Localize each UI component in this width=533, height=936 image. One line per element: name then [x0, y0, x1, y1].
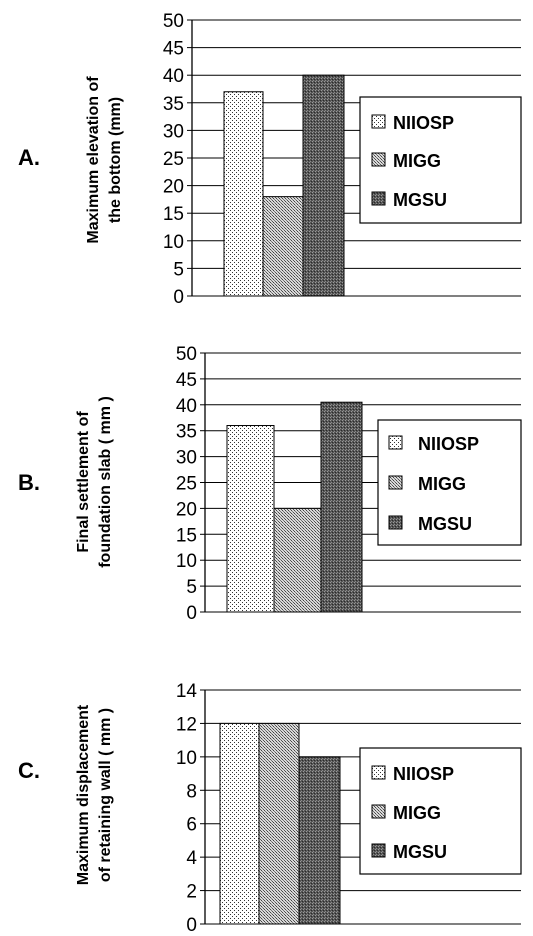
- legend-label: MIGG: [393, 803, 441, 823]
- y-tick-label: 35: [163, 94, 184, 115]
- legend-label: MIGG: [418, 474, 466, 494]
- legend-swatch: [371, 765, 386, 780]
- y-tick-label: 8: [186, 781, 197, 802]
- y-tick-label: 40: [176, 396, 197, 417]
- plot-area: 0 5 10 15 20 25 30 35 40 45 50: [163, 11, 521, 308]
- bar-niiosp: [223, 91, 264, 297]
- y-axis-label: Final settlement of foundation slab ( mm…: [75, 396, 114, 568]
- y-tick-label: 45: [163, 39, 184, 60]
- legend-swatch: [371, 843, 386, 858]
- panel-c: C. Maximum displacement of retaining wal…: [18, 681, 522, 936]
- y-tick-label: 25: [176, 474, 197, 495]
- legend-swatch: [388, 515, 403, 530]
- y-tick-label: 0: [173, 287, 184, 308]
- y-tick-label: 30: [163, 121, 184, 142]
- svg-text:Maximum elevation of: Maximum elevation of: [85, 76, 102, 244]
- y-tick-label: 15: [163, 204, 184, 225]
- legend-label: NIIOSP: [418, 434, 479, 454]
- legend-swatch: [371, 152, 386, 167]
- panel-label: A.: [18, 145, 40, 170]
- svg-text:Final settlement of: Final settlement of: [75, 411, 92, 553]
- y-tick-label: 40: [163, 66, 184, 87]
- svg-text:the bottom (mm): the bottom (mm): [107, 97, 124, 223]
- y-tick-label: 30: [176, 448, 197, 469]
- svg-text:foundation slab ( mm ): foundation slab ( mm ): [97, 396, 114, 568]
- y-tick-label: 6: [186, 815, 197, 836]
- legend-swatch: [388, 475, 403, 490]
- y-tick-label: 15: [176, 525, 197, 546]
- bar-niiosp: [226, 425, 275, 613]
- legend-label: NIIOSP: [393, 113, 454, 133]
- panel-b: B. Final settlement of foundation slab (…: [18, 344, 522, 624]
- legend-swatch: [371, 804, 386, 819]
- y-tick-label: 5: [173, 259, 184, 280]
- y-tick-label: 14: [176, 681, 198, 702]
- y-tick-label: 10: [176, 551, 197, 572]
- y-tick-label: 50: [163, 11, 184, 32]
- y-tick-label: 0: [186, 915, 197, 936]
- y-tick-label: 12: [176, 714, 197, 735]
- y-axis-label: Maximum displacement of retaining wall (…: [75, 704, 114, 885]
- legend: NIIOSP MIGG MGSU: [359, 747, 522, 875]
- bar-mgsu: [320, 401, 363, 613]
- y-tick-label: 45: [176, 370, 197, 391]
- y-tick-label: 25: [163, 149, 184, 170]
- plot-area: 0 5 10 15 20 25 30 35 40 45 50: [176, 344, 521, 624]
- legend-label: MIGG: [393, 151, 441, 171]
- y-tick-label: 35: [176, 422, 197, 443]
- bar-mgsu: [298, 756, 341, 925]
- y-axis-label: Maximum elevation of the bottom (mm): [85, 76, 124, 244]
- y-tick-label: 50: [176, 344, 197, 365]
- y-tick-label: 20: [163, 177, 184, 198]
- y-tick-label: 2: [186, 882, 197, 903]
- y-tick-label: 0: [186, 603, 197, 624]
- legend-swatch: [371, 191, 386, 206]
- y-tick-label: 10: [163, 232, 184, 253]
- y-tick-label: 20: [176, 499, 197, 520]
- panel-label: B.: [18, 470, 40, 495]
- legend-label: MGSU: [393, 190, 447, 210]
- bar-niiosp: [219, 722, 260, 925]
- y-tick-label: 10: [176, 748, 197, 769]
- legend: NIIOSP MIGG MGSU: [359, 96, 522, 224]
- legend-label: MGSU: [418, 514, 472, 534]
- svg-text:Maximum displacement: Maximum displacement: [75, 704, 92, 885]
- y-tick-label: 5: [186, 577, 197, 598]
- y-tick-label: 4: [186, 848, 197, 869]
- legend-swatch: [371, 114, 386, 129]
- bar-migg: [273, 507, 322, 613]
- panel-a: A. Maximum elevation of the bottom (mm) …: [18, 11, 522, 308]
- bar-mgsu: [302, 74, 345, 297]
- bar-migg: [258, 722, 300, 925]
- legend-swatch: [388, 435, 403, 450]
- legend-label: NIIOSP: [393, 764, 454, 784]
- panel-label: C.: [18, 758, 40, 783]
- bar-migg: [262, 196, 304, 297]
- legend-label: MGSU: [393, 842, 447, 862]
- svg-text:of retaining wall ( mm ): of retaining wall ( mm ): [97, 708, 114, 882]
- legend: NIIOSP MIGG MGSU: [377, 419, 522, 546]
